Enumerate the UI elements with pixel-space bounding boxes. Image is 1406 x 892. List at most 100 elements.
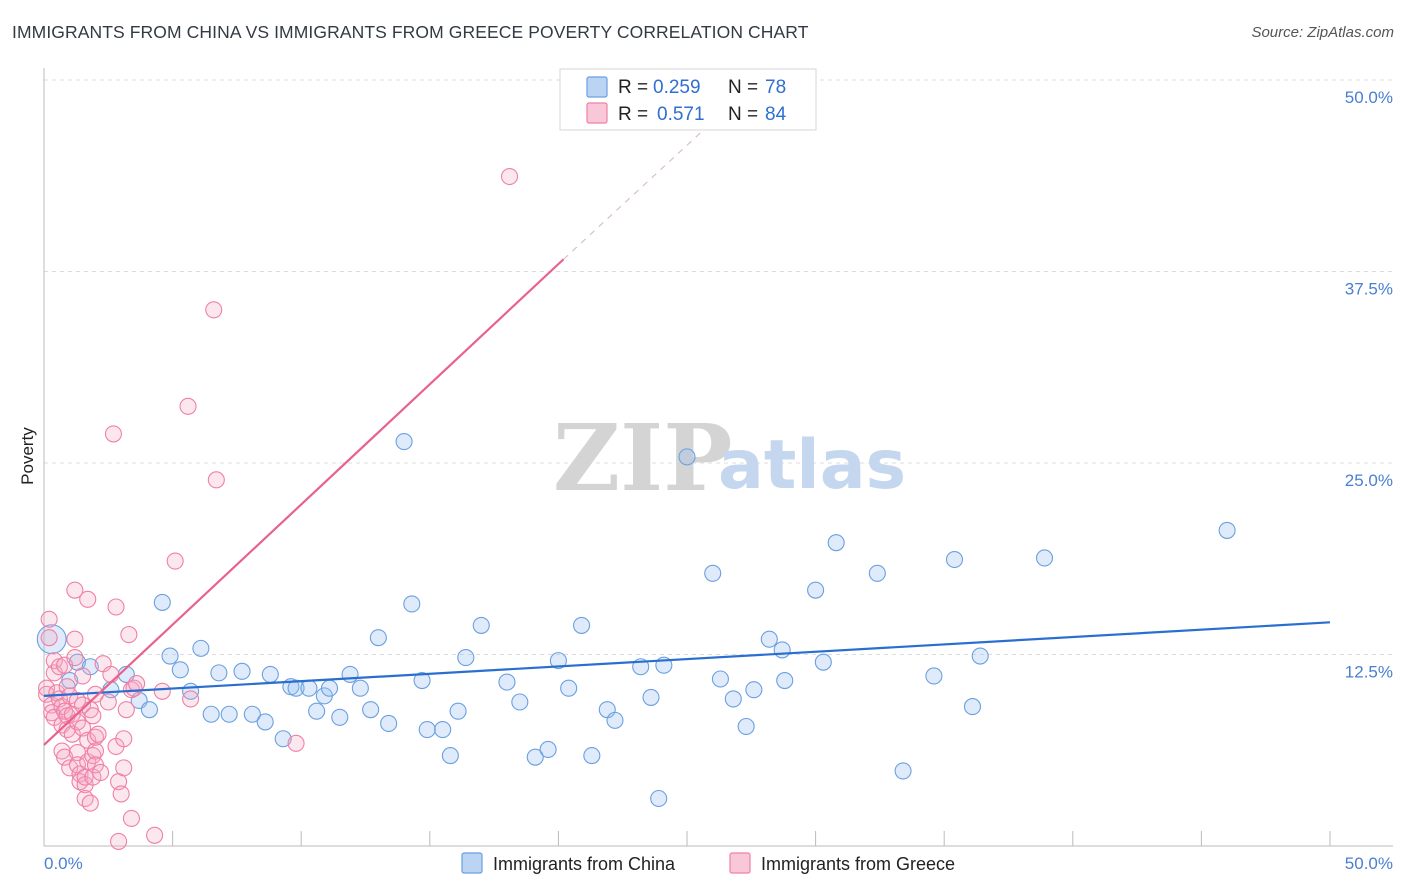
china-point-69: [894, 762, 912, 780]
legend-swatch-china: [586, 76, 608, 98]
china-point-40: [457, 649, 475, 667]
greece-point-52: [89, 725, 107, 743]
greece-point-78: [287, 734, 305, 752]
greece-point-68: [122, 809, 140, 827]
bottom-legend-swatch-greece: [729, 852, 751, 874]
bottom-legend: Immigrants from China Immigrants from Gr…: [461, 852, 955, 874]
china-point-71: [945, 550, 964, 569]
china-point-65: [807, 581, 825, 599]
greece-point-72: [153, 682, 171, 700]
greece-point-42: [79, 590, 97, 608]
china-point-27: [331, 708, 349, 726]
greece-point-50: [86, 728, 104, 746]
greece-point-2: [40, 629, 58, 647]
china-point-22: [287, 679, 305, 697]
china-point-72: [963, 698, 982, 716]
legend: R = 0.259 N = 78 R = 0.571 N = 84: [559, 68, 817, 131]
greece-point-33: [71, 773, 89, 791]
china-point-29: [351, 679, 369, 697]
y-tick-label-1: 25.0%: [1345, 471, 1393, 490]
china-point-14: [210, 664, 228, 682]
greece-point-55: [99, 693, 117, 711]
series-china-points: [36, 433, 1236, 808]
china-point-53: [642, 688, 660, 706]
x-tick-label-min: 0.0%: [44, 854, 83, 873]
y-tick-label-0: 12.5%: [1345, 663, 1393, 682]
series-greece-points: [38, 167, 519, 850]
china-point-57: [704, 564, 722, 582]
china-point-64: [776, 671, 794, 690]
china-point-55: [650, 789, 668, 808]
china-point-35: [413, 671, 431, 690]
greece-point-27: [66, 581, 84, 599]
greece-point-75: [182, 690, 200, 708]
china-point-16: [233, 662, 251, 680]
y-tick-labels: 12.5% 25.0% 37.5% 50.0%: [1345, 88, 1393, 682]
china-point-42: [498, 673, 516, 691]
china-point-32: [380, 714, 398, 732]
source-label: Source: ZipAtlas.com: [1251, 24, 1394, 41]
greece-point-47: [84, 707, 102, 725]
china-point-9: [161, 647, 179, 665]
china-point-74: [1035, 549, 1054, 567]
y-tick-label-2: 37.5%: [1345, 280, 1393, 299]
greece-point-26: [66, 649, 84, 667]
legend-swatch-greece: [586, 102, 608, 124]
greece-point-73: [166, 552, 184, 570]
greece-point-3: [40, 610, 58, 628]
greece-point-67: [120, 626, 138, 644]
china-point-39: [449, 702, 467, 720]
watermark: ZIP atlas: [553, 404, 906, 512]
china-point-28: [341, 665, 359, 683]
china-point-20: [274, 730, 292, 748]
legend-r-value-greece: 0.571: [657, 104, 705, 125]
greece-point-65: [117, 701, 135, 719]
trendline-china: [43, 621, 1331, 697]
china-point-34: [403, 595, 421, 613]
china-point-56: [678, 448, 696, 466]
bottom-legend-swatch-china: [461, 852, 483, 874]
greece-point-79: [500, 167, 519, 186]
china-point-66: [814, 653, 832, 671]
china-point-41: [472, 616, 490, 634]
greece-point-69: [125, 679, 143, 697]
china-point-10: [171, 661, 189, 679]
greece-point-62: [112, 785, 130, 803]
china-point-47: [560, 679, 578, 697]
china-point-13: [202, 705, 220, 723]
greece-point-77: [207, 471, 225, 489]
x-tick-labels: 0.0% 50.0%: [44, 854, 1393, 873]
greece-point-76: [205, 301, 223, 319]
china-point-59: [724, 690, 742, 708]
china-point-24: [308, 702, 326, 720]
legend-n-label-greece: N =: [728, 104, 758, 125]
china-point-75: [1218, 521, 1236, 539]
china-point-46: [549, 652, 567, 670]
china-point-73: [971, 647, 989, 665]
bottom-legend-label-china: Immigrants from China: [493, 854, 676, 874]
china-point-51: [606, 711, 624, 729]
y-tick-label-3: 50.0%: [1345, 88, 1393, 107]
china-point-19: [261, 665, 279, 683]
china-point-8: [153, 593, 171, 611]
china-point-7: [140, 701, 159, 719]
china-point-48: [572, 616, 591, 634]
china-point-31: [369, 629, 387, 647]
china-point-61: [745, 681, 763, 699]
greece-point-25: [66, 630, 84, 648]
legend-r-label-greece: R =: [618, 104, 648, 125]
china-point-23: [300, 679, 318, 697]
greece-point-59: [107, 598, 125, 616]
watermark-zip: ZIP: [553, 404, 732, 512]
china-point-68: [868, 564, 886, 582]
greece-point-17: [56, 748, 74, 766]
greece-point-39: [76, 789, 94, 808]
china-point-49: [583, 747, 601, 765]
legend-n-value-greece: 84: [765, 104, 787, 125]
greece-point-71: [146, 826, 164, 844]
china-point-70: [925, 667, 943, 685]
greece-point-57: [104, 425, 122, 443]
china-point-44: [526, 748, 544, 766]
china-point-45: [539, 740, 557, 759]
china-point-18: [256, 713, 274, 731]
